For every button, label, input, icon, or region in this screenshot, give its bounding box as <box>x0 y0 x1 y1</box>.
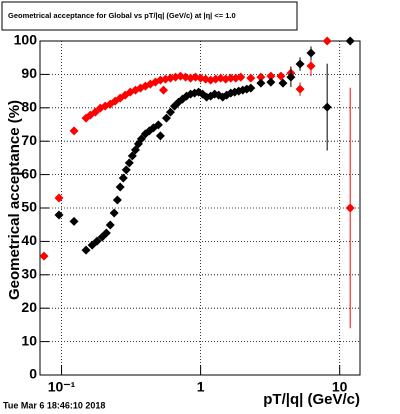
marker <box>345 203 355 213</box>
y-tick-label: 90 <box>21 65 37 81</box>
marker <box>105 220 115 230</box>
y-tick-label: 50 <box>21 199 37 215</box>
marker <box>101 228 111 238</box>
marker <box>127 151 137 161</box>
marker <box>256 78 266 88</box>
marker <box>256 72 266 82</box>
marker <box>295 59 305 69</box>
marker <box>121 165 131 175</box>
marker <box>118 173 128 183</box>
marker <box>236 72 246 82</box>
marker <box>124 158 134 168</box>
y-axis-label: Geometrical acceptance (%) <box>6 100 23 300</box>
marker <box>266 77 276 87</box>
plot-frame <box>39 40 361 376</box>
marker <box>165 107 175 117</box>
y-tick-label: 80 <box>21 99 37 115</box>
marker <box>306 61 316 71</box>
title-box <box>1 1 298 31</box>
marker <box>81 245 91 255</box>
y-tick-label: 60 <box>21 165 37 181</box>
marker <box>345 36 355 46</box>
y-tick-label: 40 <box>21 232 37 248</box>
marker <box>69 216 79 226</box>
marker <box>286 72 296 82</box>
x-tick-label: 10 <box>332 379 348 395</box>
marker <box>54 210 64 220</box>
marker <box>278 78 288 88</box>
marker <box>54 193 64 203</box>
marker <box>276 71 286 81</box>
marker <box>92 236 102 246</box>
marker <box>144 126 154 136</box>
y-tick-label: 70 <box>21 132 37 148</box>
marker <box>161 113 171 123</box>
marker <box>246 83 256 93</box>
marker <box>112 195 122 205</box>
y-tick-label: 20 <box>21 299 37 315</box>
marker <box>226 73 236 83</box>
y-tick-label: 100 <box>14 32 38 48</box>
marker <box>159 85 169 95</box>
marker <box>136 134 146 144</box>
y-tick-label: 30 <box>21 266 37 282</box>
marker <box>322 36 332 46</box>
marker <box>155 131 165 141</box>
marker <box>69 126 79 136</box>
marker <box>39 251 49 261</box>
x-tick-label: 1 <box>197 379 205 395</box>
marker <box>306 48 316 58</box>
y-tick-label: 0 <box>29 366 37 382</box>
marker <box>109 208 119 218</box>
marker <box>266 71 276 81</box>
marker <box>153 120 163 130</box>
x-axis-label: pT/|q| (GeV/c) <box>263 391 360 408</box>
marker <box>295 84 305 94</box>
chart-title: Geometrical acceptance for Global vs pT/… <box>8 11 236 20</box>
y-tick-label: 10 <box>21 332 37 348</box>
marker <box>322 102 332 112</box>
marker <box>115 182 125 192</box>
timestamp: Tue Mar 6 18:46:10 2018 <box>3 400 105 410</box>
x-tick-label: 10⁻¹ <box>48 379 76 395</box>
marker <box>246 73 256 83</box>
